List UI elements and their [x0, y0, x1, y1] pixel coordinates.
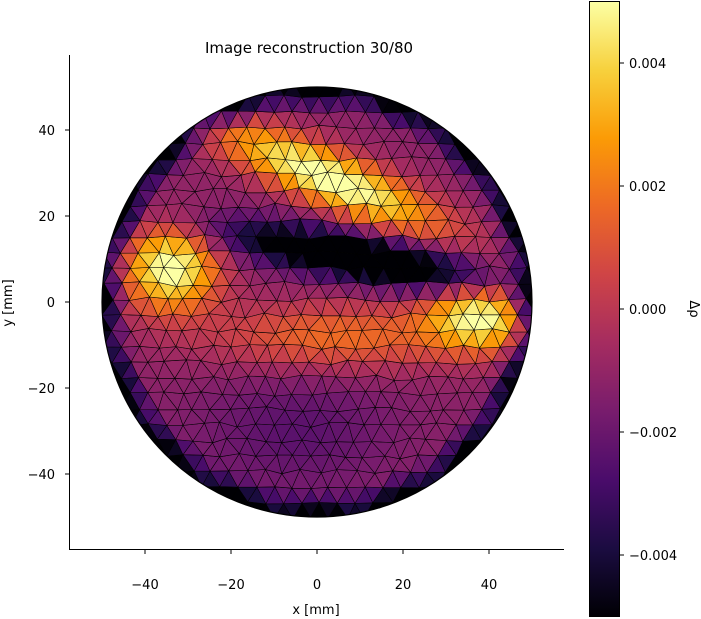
mesh-disk [102, 64, 532, 535]
mesh-triangle [102, 251, 104, 269]
mesh-triangle [102, 330, 104, 348]
mesh-triangle [417, 95, 437, 112]
x-tick-label: −20 [217, 578, 244, 593]
mesh-triangle [454, 127, 475, 145]
mesh-triangle [498, 174, 520, 192]
mesh-triangle [445, 112, 464, 129]
y-ticks: −40 −20 0 20 40 [28, 124, 70, 483]
colorbar-gradient [589, 1, 620, 617]
mesh-triangle [102, 205, 123, 223]
mesh-triangle [102, 314, 103, 333]
x-ticks: −40 −20 0 20 40 [131, 549, 498, 593]
mesh-triangle [401, 95, 419, 113]
y-tick-label: 0 [47, 296, 55, 311]
mesh-triangle [373, 87, 392, 97]
mesh-triangle [509, 392, 529, 411]
mesh-triangle [147, 455, 168, 472]
mesh-triangle [111, 188, 131, 208]
mesh-triangle [528, 235, 532, 254]
colorbar-tick-label: −0.002 [629, 426, 677, 441]
mesh-triangle [348, 518, 364, 535]
mesh-triangle [139, 438, 158, 457]
mesh-triangle [444, 471, 465, 489]
mesh-triangle [102, 361, 113, 379]
chart-title: Image reconstruction 30/80 [205, 39, 413, 57]
mesh-triangle [509, 190, 529, 207]
mesh-triangle [517, 376, 532, 396]
mesh-triangle [175, 112, 195, 129]
disk-boundary [101, 86, 533, 518]
mesh-triangle [293, 65, 311, 82]
mesh-triangle [329, 66, 346, 82]
x-tick-label: 0 [313, 578, 321, 593]
mesh-triangle [418, 485, 439, 504]
mesh-triangle [102, 267, 105, 285]
x-tick-label: 40 [481, 578, 498, 593]
mesh-triangle [102, 346, 104, 363]
colorbar-tick-label: 0.002 [629, 180, 666, 195]
mesh-triangle [473, 142, 492, 159]
x-tick-label: −40 [131, 578, 158, 593]
mesh-triangle [480, 439, 502, 457]
mesh-triangle [274, 519, 293, 535]
mesh-triangle [390, 87, 412, 97]
colorbar-tick-label: 0.004 [629, 57, 666, 72]
mesh-triangle [102, 219, 113, 239]
mesh-triangle [192, 486, 213, 504]
mesh-triangle [321, 519, 338, 535]
mesh-triangle [490, 157, 510, 176]
colorbar: 0.004 0.002 0.000 −0.002 −0.004 Δρ [589, 1, 701, 617]
mesh-triangle [183, 485, 203, 504]
mesh-triangle [526, 252, 532, 269]
y-tick-label: −20 [28, 382, 55, 397]
y-tick-label: 40 [38, 124, 55, 139]
mesh-triangle [293, 517, 311, 534]
mesh-triangle [138, 143, 159, 161]
mesh-triangle [311, 64, 329, 80]
y-tick-label: 20 [38, 210, 55, 225]
plot-area: −40 −20 0 20 40 −40 −20 0 20 40 [28, 55, 564, 593]
colorbar-tick-label: 0.000 [629, 303, 666, 318]
mesh-triangle [102, 282, 105, 300]
mesh-triangle [311, 517, 328, 533]
mesh-triangle [102, 298, 103, 317]
mesh-triangle [526, 346, 532, 363]
mesh-triangle [300, 516, 322, 517]
mesh-triangle [202, 94, 222, 113]
mesh-triangle [211, 502, 231, 517]
mesh-triangle [491, 423, 511, 441]
mesh-triangle [229, 87, 249, 98]
mesh-triangle [463, 454, 482, 473]
y-axis-label: y [mm] [1, 279, 16, 326]
x-tick-label: 20 [395, 578, 412, 593]
mesh-triangle [130, 157, 149, 174]
mesh-triangle [392, 501, 411, 517]
colorbar-label: Δρ [686, 300, 701, 317]
mesh-triangle [518, 206, 532, 223]
colorbar-tick-label: −0.004 [629, 549, 677, 564]
mesh-triangle [238, 87, 258, 96]
mesh-triangle [174, 470, 195, 487]
x-axis-label: x [mm] [292, 603, 339, 618]
mesh-triangle [156, 126, 177, 145]
y-tick-label: −40 [28, 468, 55, 483]
mesh-triangle [255, 518, 274, 534]
colorbar-ticks: 0.004 0.002 0.000 −0.002 −0.004 [619, 57, 677, 564]
mesh-triangle [328, 518, 348, 534]
